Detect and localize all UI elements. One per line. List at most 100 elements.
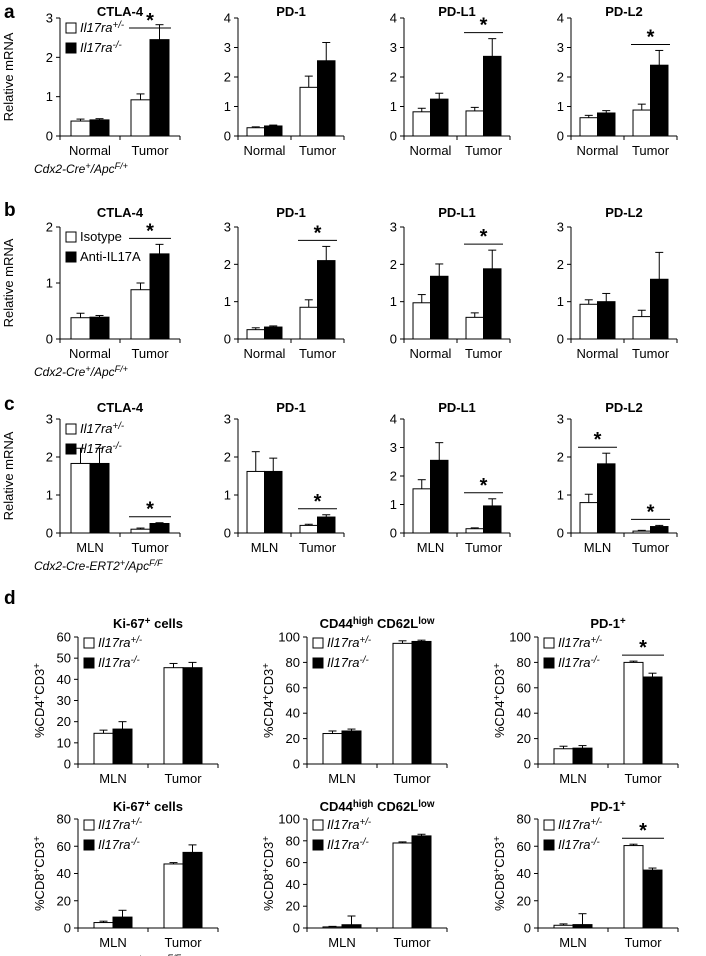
bar-control <box>465 528 485 534</box>
legend-label: Il17ra-/- <box>327 837 369 852</box>
y-tick-label: 4 <box>557 11 564 26</box>
y-tick-label: 100 <box>278 630 300 645</box>
legend-swatch <box>65 423 77 435</box>
bar-treated <box>149 253 170 340</box>
chart-c2: PD-1 0 1 2 3 MLN Tumor * <box>224 400 345 555</box>
genotype-footnote: Cdx2-Cre+/ApcF/+ <box>34 364 128 379</box>
text-span: PD-L1 <box>438 400 476 415</box>
chart-title: PD-1 <box>276 205 306 220</box>
superscript-span: + <box>261 663 272 669</box>
y-tick-label: 0 <box>224 332 231 347</box>
legend-swatch <box>65 231 77 243</box>
legend-swatch <box>65 42 77 54</box>
superscript-span: +/- <box>591 817 603 828</box>
legend-swatch <box>65 251 77 263</box>
legend-swatch <box>65 443 77 455</box>
bar-treated <box>483 505 502 534</box>
x-tick-label: MLN <box>559 935 586 950</box>
text-span: %CD4 <box>492 700 507 738</box>
x-tick-label: Tumor <box>465 346 503 361</box>
y-tick-label: 0 <box>390 332 397 347</box>
bar-control <box>579 303 599 340</box>
chart-title: CD44high CD62Llow <box>320 799 435 814</box>
x-tick-label: Normal <box>69 143 111 158</box>
bar-control <box>465 110 485 137</box>
y-tick-label: 0 <box>224 129 231 144</box>
bar-control <box>553 748 574 765</box>
chart-d2: CD44high CD62Llow 0 20 40 60 80 100 MLN Tumor %CD… <box>261 616 448 786</box>
y-tick-label: 30 <box>57 693 71 708</box>
y-tick-label: 3 <box>390 440 397 455</box>
y-tick-label: 20 <box>57 893 71 908</box>
y-tick-label: 3 <box>46 412 53 427</box>
significance-star: * <box>314 222 322 244</box>
significance-star: * <box>647 501 655 523</box>
superscript-span: F/+ <box>115 364 128 374</box>
x-tick-label: Normal <box>577 346 619 361</box>
x-tick-label: Tumor <box>131 143 169 158</box>
superscript-span: -/- <box>131 655 141 666</box>
chart-title: PD-L1 <box>438 4 476 19</box>
superscript-span: +/- <box>113 20 125 31</box>
bar-control <box>163 667 184 765</box>
y-tick-label: 60 <box>286 680 300 695</box>
x-tick-label: Tumor <box>465 540 503 555</box>
x-tick-label: Normal <box>410 143 452 158</box>
text-span: Il17ra <box>558 817 591 832</box>
x-tick-label: Normal <box>69 346 111 361</box>
legend-swatch <box>83 637 95 649</box>
y-tick-label: 2 <box>390 70 397 85</box>
x-tick-label: Tumor <box>465 143 503 158</box>
bar-treated <box>317 516 336 534</box>
y-tick-label: 60 <box>517 839 531 854</box>
y-tick-label: 20 <box>286 899 300 914</box>
chart-title: PD-1+ <box>590 616 626 631</box>
text-span: Il17ra <box>98 635 131 650</box>
legend-label: Il17ra-/- <box>327 655 369 670</box>
chart-c3: PD-L1 0 1 2 3 4 MLN Tumor * <box>390 400 511 555</box>
text-span: Il17ra <box>80 20 113 35</box>
y-tick-label: 1 <box>46 276 53 291</box>
text-span: Il17ra <box>327 655 360 670</box>
y-tick-label: 3 <box>557 220 564 235</box>
legend-swatch <box>83 819 95 831</box>
text-span: PD-1 <box>276 205 306 220</box>
y-tick-label: 0 <box>64 757 71 772</box>
chart-title: Ki-67+ cells <box>113 799 183 814</box>
bar-control <box>299 524 319 534</box>
bar-control <box>246 329 265 340</box>
text-span: Il17ra <box>98 837 131 852</box>
text-span: CTLA-4 <box>97 4 144 19</box>
bar-treated <box>264 470 283 534</box>
text-span: /Apc <box>90 162 115 176</box>
text-span: CTLA-4 <box>97 205 144 220</box>
chart-title: CD44high CD62Llow <box>320 616 435 631</box>
chart-title: PD-1 <box>276 4 306 19</box>
y-tick-label: 2 <box>557 257 564 272</box>
x-tick-label: MLN <box>584 540 611 555</box>
chart-b2: PD-1 0 1 2 3 Normal Tumor * <box>224 205 345 361</box>
y-tick-label: 0 <box>293 921 300 936</box>
text-span: PD-L2 <box>605 4 643 19</box>
bar-treated <box>317 60 336 137</box>
text-span: /Apc <box>142 954 167 956</box>
panel-label-a: a <box>4 2 15 23</box>
legend-label: Anti-IL17A <box>80 249 141 264</box>
superscript-span: -/- <box>113 441 123 452</box>
bar-treated <box>182 851 203 929</box>
chart-b1: CTLA-4 0 1 2 Normal Tumor * Relative mRNA Isotyp… <box>1 205 181 379</box>
chart-title: CTLA-4 <box>97 4 144 19</box>
bar-control <box>246 127 265 137</box>
y-axis-label: Relative mRNA <box>1 431 16 520</box>
y-tick-label: 4 <box>390 11 397 26</box>
x-tick-label: Tumor <box>632 540 670 555</box>
y-axis-label: Relative mRNA <box>1 32 16 121</box>
y-tick-label: 0 <box>224 526 231 541</box>
superscript-span: + <box>32 694 43 700</box>
x-tick-label: Tumor <box>131 346 169 361</box>
y-tick-label: 1 <box>224 99 231 114</box>
text-span: %CD8 <box>261 873 276 911</box>
chart-b3: PD-L1 0 1 2 3 Normal Tumor * <box>390 205 511 361</box>
